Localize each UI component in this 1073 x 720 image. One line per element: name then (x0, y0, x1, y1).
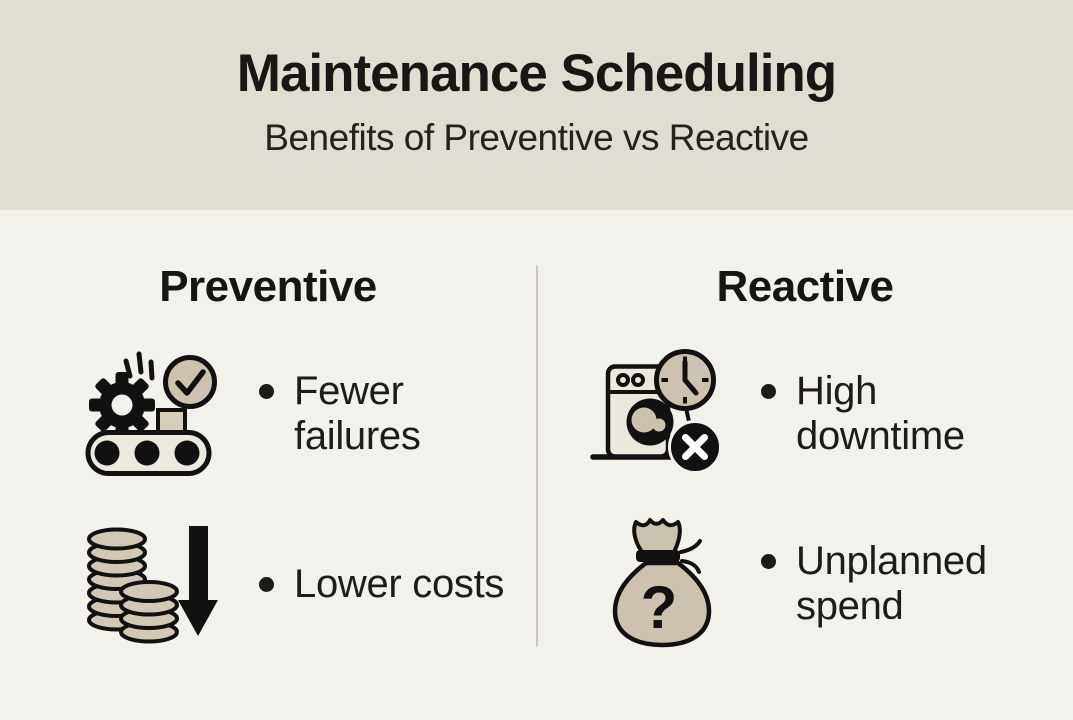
benefit-label: Fewer failures (294, 369, 421, 458)
question-mark-glyph: ? (641, 574, 678, 641)
coin-stack-down-arrow-icon (85, 514, 235, 654)
list-item: Lower costs (0, 514, 536, 654)
money-bag-question-icon: ? (587, 514, 737, 654)
bullet-dot (259, 384, 274, 399)
comparison-area: Preventive (0, 210, 1073, 720)
list-item: High downtime (537, 344, 1073, 484)
benefit-item: Lower costs (259, 562, 504, 607)
column-divider (536, 265, 538, 647)
column-reactive: Reactive (537, 210, 1073, 654)
bullet-dot (761, 554, 776, 569)
benefit-label: Unplanned spend (796, 539, 987, 628)
column-preventive: Preventive (0, 210, 536, 654)
benefit-item: Fewer failures (259, 369, 509, 459)
benefit-item: High downtime (761, 369, 1011, 459)
page-subtitle: Benefits of Preventive vs Reactive (264, 116, 809, 158)
machine-clock-failure-icon (587, 344, 737, 484)
benefit-label: Lower costs (294, 561, 505, 606)
bullet-dot (259, 576, 274, 592)
column-title-preventive: Preventive (159, 262, 377, 311)
list-item: ? Unplanned spend (537, 514, 1073, 654)
benefit-label: High downtime (796, 369, 965, 458)
header-band: Maintenance Scheduling Benefits of Preve… (0, 0, 1073, 210)
page-title: Maintenance Scheduling (236, 44, 837, 103)
column-title-reactive: Reactive (716, 262, 894, 311)
list-item: Fewer failures (0, 344, 536, 484)
gear-conveyor-check-icon (85, 344, 235, 484)
bullet-dot (761, 384, 776, 399)
benefit-item: Unplanned spend (761, 539, 1011, 629)
